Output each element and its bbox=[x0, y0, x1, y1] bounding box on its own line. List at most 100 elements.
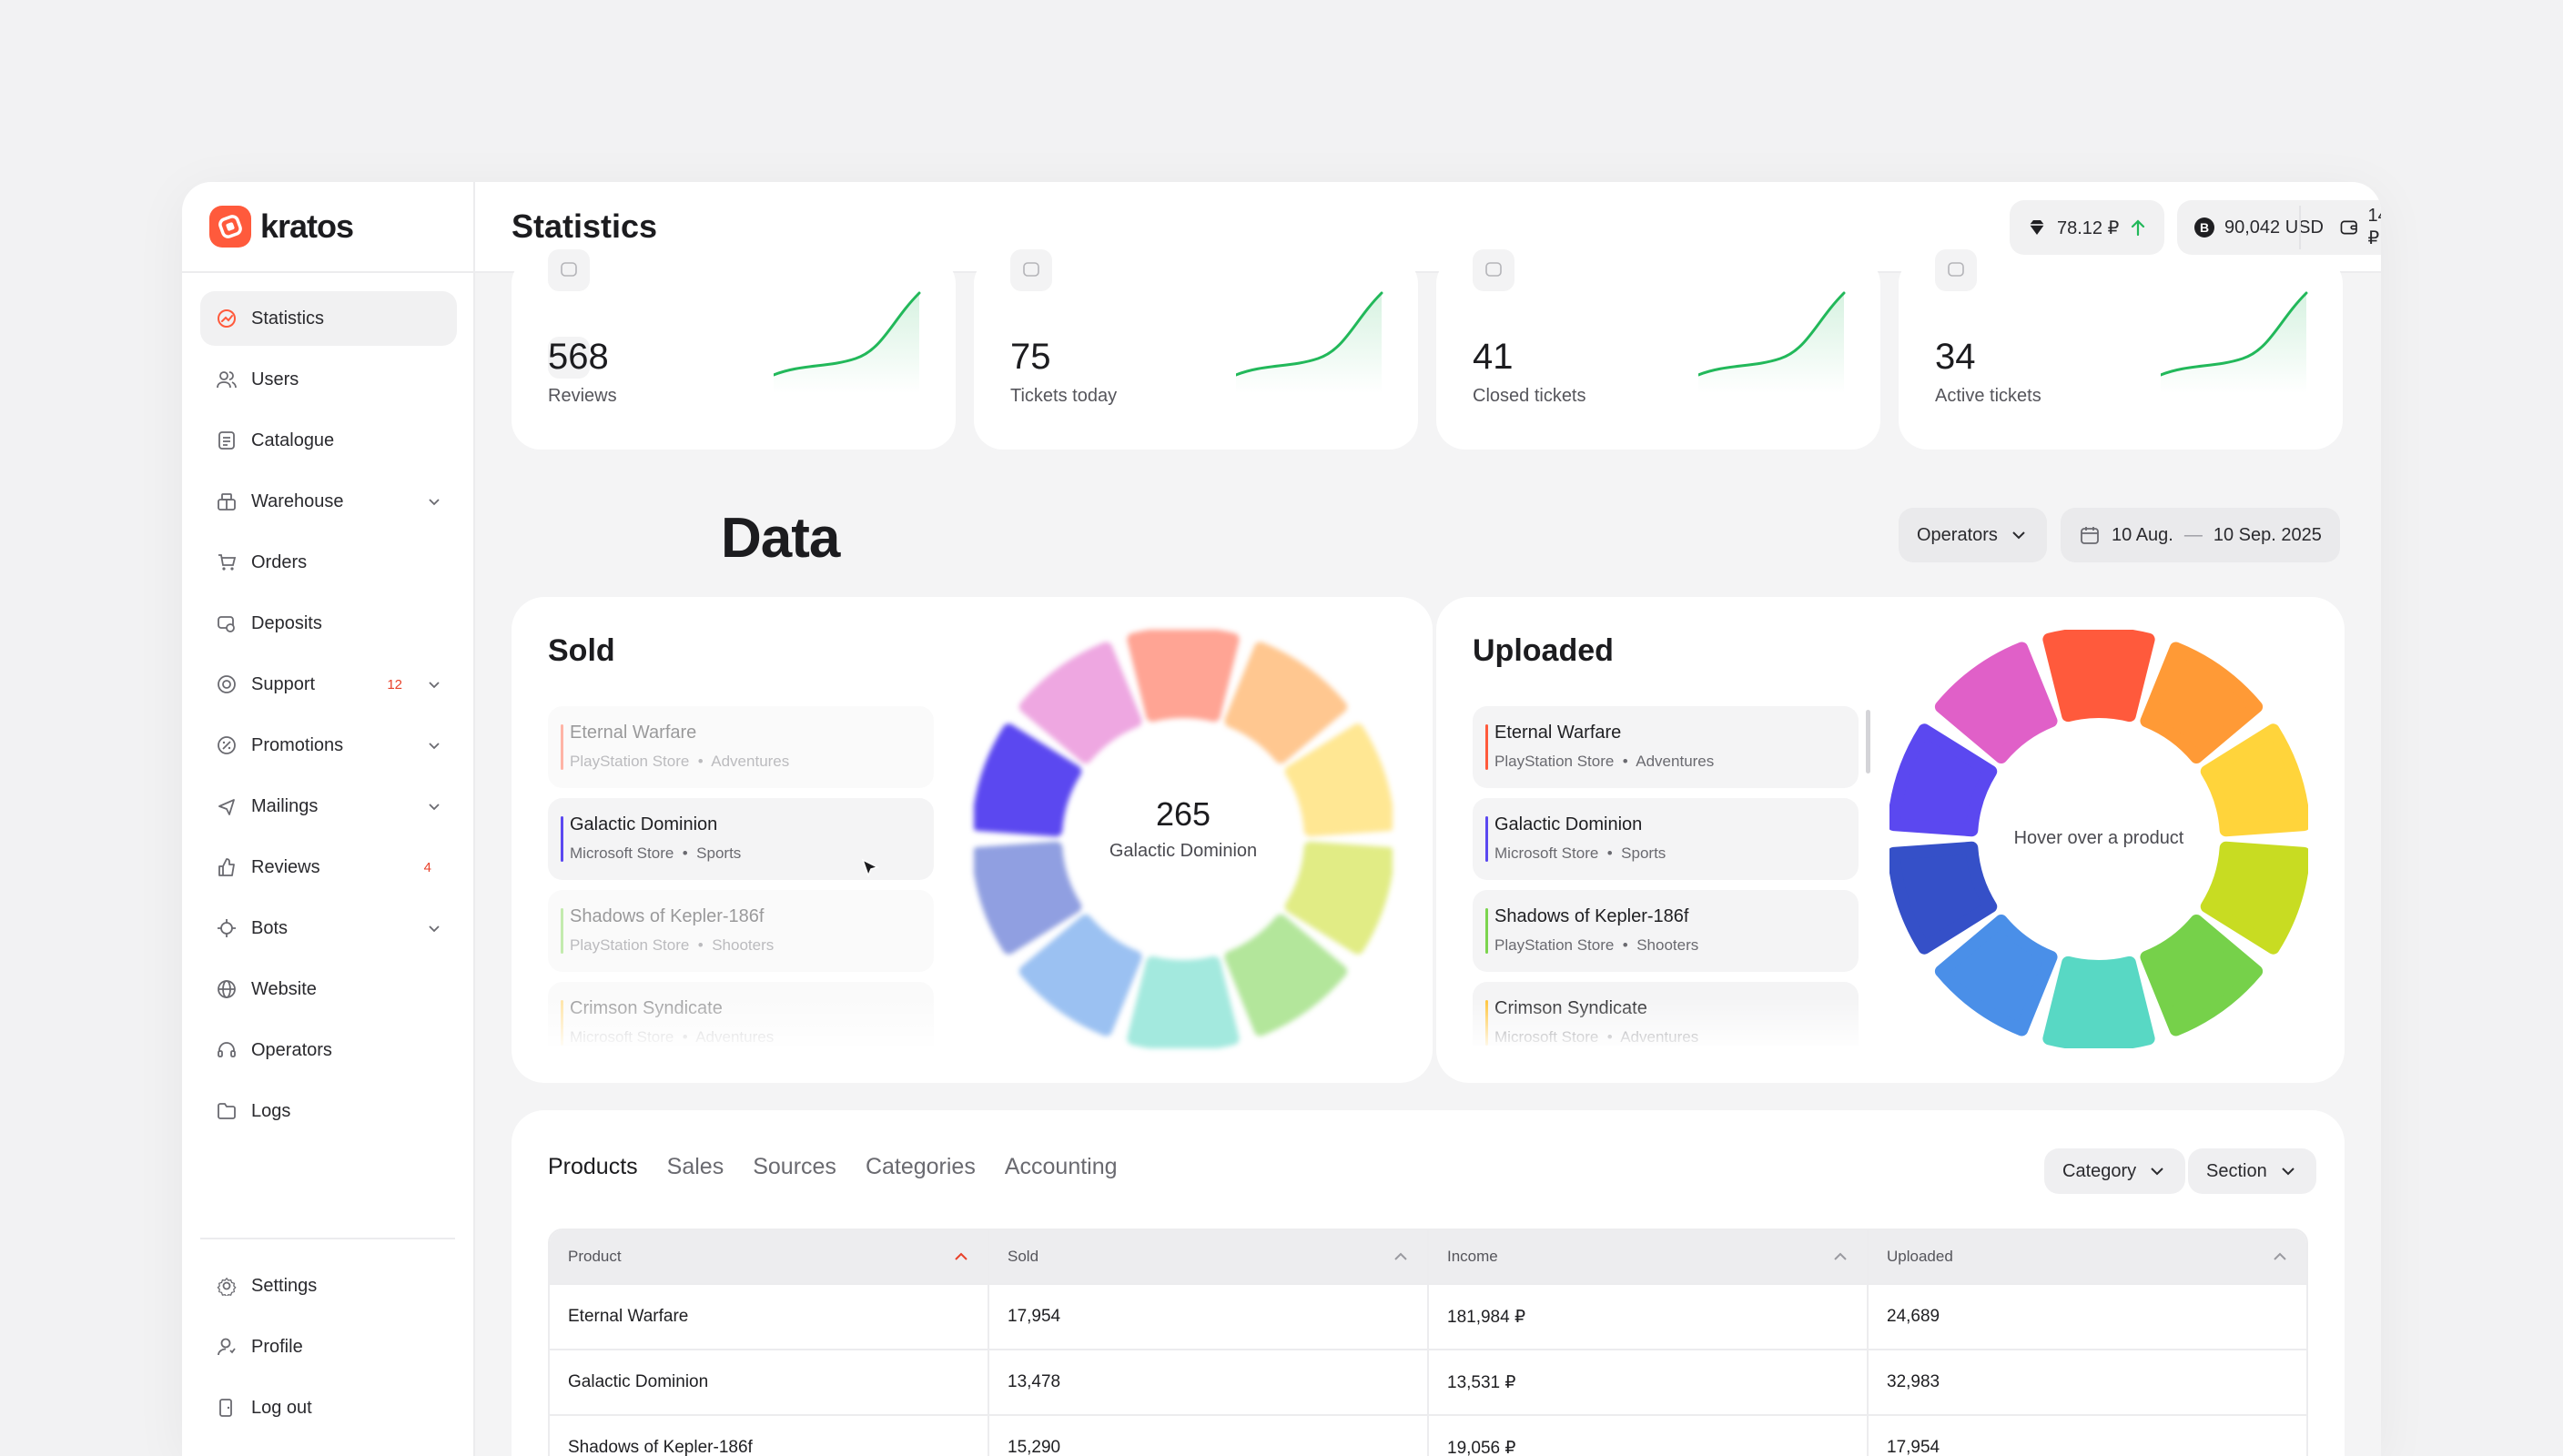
sidebar-item-label: Reviews bbox=[251, 856, 320, 877]
donut-segment[interactable] bbox=[974, 841, 1082, 955]
donut-segment[interactable] bbox=[2140, 915, 2264, 1036]
chevron-down-icon[interactable] bbox=[426, 737, 442, 753]
reviews-icon bbox=[215, 855, 238, 879]
list-item[interactable]: Galactic Dominion Microsoft Store • Spor… bbox=[1473, 798, 1859, 880]
sidebar-item-website[interactable]: Website bbox=[200, 962, 457, 1016]
chevron-down-icon[interactable] bbox=[426, 493, 442, 510]
sold-panel-title: Sold bbox=[548, 633, 615, 668]
sidebar-item-label: Users bbox=[251, 369, 299, 389]
donut-segment[interactable] bbox=[2200, 841, 2308, 955]
donut-segment[interactable] bbox=[1934, 642, 2058, 763]
donut-segment[interactable] bbox=[1889, 723, 1998, 837]
table-cell: 32,983 bbox=[1867, 1350, 2306, 1414]
rub-rate-pill[interactable]: 78.12 ₽ bbox=[2010, 200, 2165, 255]
list-item[interactable]: Eternal Warfare PlayStation Store • Adve… bbox=[1473, 706, 1859, 788]
table-row[interactable]: Galactic Dominion 13,478 13,531 ₽32,983 bbox=[550, 1349, 2306, 1414]
sidebar-bottom-nav: Settings Profile Log out bbox=[200, 1259, 457, 1441]
donut-segment[interactable] bbox=[2042, 956, 2155, 1048]
tab-categories[interactable]: Categories bbox=[865, 1154, 976, 1179]
sparkline-tickets-today bbox=[1236, 291, 1383, 393]
sidebar-item-settings[interactable]: Settings bbox=[200, 1259, 457, 1313]
category-dropdown[interactable]: Category bbox=[2044, 1148, 2186, 1194]
list-item[interactable]: Shadows of Kepler-186f PlayStation Store… bbox=[548, 890, 934, 972]
date-range-picker[interactable]: 10 Aug. — 10 Sep. 2025 bbox=[2061, 508, 2340, 562]
tab-products[interactable]: Products bbox=[548, 1154, 638, 1179]
table-header-row: Product Sold Income Uploaded bbox=[550, 1230, 2306, 1283]
cart-icon bbox=[215, 551, 238, 574]
donut-segment[interactable] bbox=[2200, 723, 2308, 837]
donut-segment[interactable] bbox=[1889, 841, 1998, 955]
color-marker bbox=[561, 724, 563, 770]
column-header-sold[interactable]: Sold bbox=[988, 1230, 1427, 1283]
sort-icon[interactable] bbox=[1393, 1249, 1409, 1264]
operators-dropdown[interactable]: Operators bbox=[1899, 508, 2047, 562]
chevron-down-icon[interactable] bbox=[426, 676, 442, 693]
sold-center-value: 265 bbox=[1155, 795, 1211, 833]
list-item[interactable]: Shadows of Kepler-186f PlayStation Store… bbox=[1473, 890, 1859, 972]
donut-segment[interactable] bbox=[1018, 915, 1142, 1036]
sidebar-item-operators[interactable]: Operators bbox=[200, 1023, 457, 1077]
sidebar-divider bbox=[182, 271, 473, 273]
product-meta: PlayStation Store • Adventures bbox=[570, 753, 790, 770]
sidebar-item-reviews[interactable]: Reviews 4 bbox=[200, 840, 457, 895]
table-cell: 24,689 bbox=[1867, 1285, 2306, 1349]
sidebar-item-deposits[interactable]: Deposits bbox=[200, 596, 457, 651]
donut-segment[interactable] bbox=[1127, 630, 1240, 723]
sidebar-item-orders[interactable]: Orders bbox=[200, 535, 457, 590]
tab-sales[interactable]: Sales bbox=[666, 1154, 724, 1179]
donut-segment[interactable] bbox=[2042, 630, 2155, 723]
sidebar-item-users[interactable]: Users bbox=[200, 352, 457, 407]
diamond-icon bbox=[2030, 220, 2044, 235]
section-dropdown[interactable]: Section bbox=[2188, 1148, 2316, 1194]
donut-segment[interactable] bbox=[1018, 642, 1142, 763]
column-header-income[interactable]: Income bbox=[1427, 1230, 1867, 1283]
product-meta: PlayStation Store • Shooters bbox=[1494, 936, 1699, 954]
logo[interactable]: kratos bbox=[209, 206, 354, 248]
support-icon bbox=[215, 672, 238, 696]
column-header-product[interactable]: Product bbox=[550, 1230, 988, 1283]
donut-segment[interactable] bbox=[1127, 956, 1240, 1048]
product-name: Eternal Warfare bbox=[570, 723, 697, 743]
donut-segment[interactable] bbox=[974, 723, 1082, 837]
sidebar-item-profile[interactable]: Profile bbox=[200, 1320, 457, 1374]
donut-segment[interactable] bbox=[1934, 915, 2058, 1036]
product-name: Eternal Warfare bbox=[1494, 723, 1622, 743]
sidebar-item-logout[interactable]: Log out bbox=[200, 1380, 457, 1435]
sort-ascending-icon[interactable] bbox=[953, 1249, 969, 1264]
sidebar-item-catalogue[interactable]: Catalogue bbox=[200, 413, 457, 468]
sidebar-item-support[interactable]: Support 12 bbox=[200, 657, 457, 712]
uploaded-donut-chart bbox=[1889, 630, 2308, 1048]
chevron-down-icon[interactable] bbox=[426, 798, 442, 814]
product-name: Shadows of Kepler-186f bbox=[1494, 906, 1689, 926]
column-header-uploaded[interactable]: Uploaded bbox=[1867, 1230, 2306, 1283]
table-row[interactable]: Eternal Warfare 17,954 181,984 ₽24,689 bbox=[550, 1283, 2306, 1349]
section-dropdown-label: Section bbox=[2206, 1160, 2267, 1181]
color-marker bbox=[561, 816, 563, 862]
donut-segment[interactable] bbox=[1284, 723, 1393, 837]
sort-icon[interactable] bbox=[2272, 1249, 2288, 1264]
table-cell: Eternal Warfare bbox=[568, 1307, 689, 1326]
donut-segment[interactable] bbox=[2140, 642, 2264, 763]
tab-accounting[interactable]: Accounting bbox=[1004, 1154, 1118, 1179]
tab-sources[interactable]: Sources bbox=[753, 1154, 836, 1179]
table-row[interactable]: Shadows of Kepler-186f 15,290 19,056 ₽17,9… bbox=[550, 1414, 2306, 1456]
balance-pill[interactable]: 14,928 ₽ bbox=[2323, 200, 2381, 255]
sidebar-item-statistics[interactable]: Statistics bbox=[200, 291, 457, 346]
donut-segment[interactable] bbox=[1284, 841, 1393, 955]
donut-segment[interactable] bbox=[1224, 642, 1348, 763]
sidebar-item-bots[interactable]: Bots bbox=[200, 901, 457, 956]
sidebar-item-promotions[interactable]: Promotions bbox=[200, 718, 457, 773]
sidebar-item-mailings[interactable]: Mailings bbox=[200, 779, 457, 834]
sort-icon[interactable] bbox=[1832, 1249, 1849, 1264]
donut-segment[interactable] bbox=[1224, 915, 1348, 1036]
chevron-down-icon[interactable] bbox=[426, 920, 442, 936]
list-scrollbar[interactable] bbox=[1866, 710, 1870, 774]
arrow-up-icon bbox=[2132, 219, 2145, 237]
profile-icon bbox=[215, 1335, 238, 1359]
stat-reviews-icon bbox=[548, 249, 590, 291]
sidebar-item-label: Mailings bbox=[251, 795, 319, 816]
sidebar-item-warehouse[interactable]: Warehouse bbox=[200, 474, 457, 529]
list-item[interactable]: Eternal Warfare PlayStation Store • Adve… bbox=[548, 706, 934, 788]
sidebar-item-logs[interactable]: Logs bbox=[200, 1084, 457, 1138]
stat-label: Reviews bbox=[548, 386, 617, 406]
